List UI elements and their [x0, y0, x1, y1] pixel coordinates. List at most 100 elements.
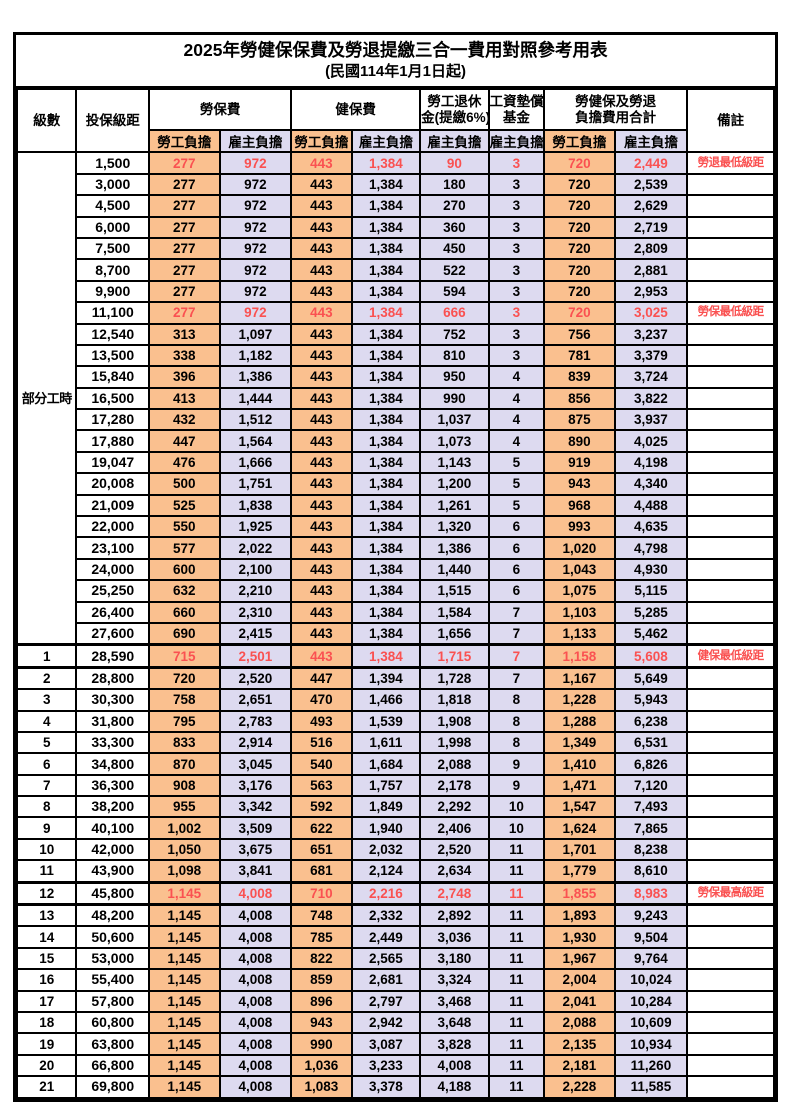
table-row: 2 28,800 720 2,520 447 1,394 1,728 7 1,167 5,649: [15, 665, 775, 691]
fee-value-cell: 1,584: [419, 600, 490, 624]
fee-value-cell: 972: [218, 236, 293, 261]
fee-value-cell: 681: [290, 859, 353, 884]
fee-value-cell: 2,914: [218, 730, 293, 755]
fee-value-cell: 8,983: [613, 880, 689, 906]
salary-bracket-cell: 33,300: [75, 730, 151, 755]
fee-value-cell: 1,097: [218, 322, 293, 346]
note-cell: [686, 1010, 775, 1035]
salary-bracket-cell: 17,880: [75, 429, 151, 453]
fee-value-cell: 1,384: [350, 536, 422, 560]
table-row: 27,600 690 2,415 443 1,384 1,656 7 1,133 5,462: [17, 621, 775, 646]
fee-value-cell: 443: [290, 408, 353, 432]
fee-value-cell: 270: [419, 194, 490, 218]
fee-value-cell: 2,032: [350, 837, 422, 862]
salary-bracket-cell: 43,900: [75, 859, 151, 884]
table-row: 12,540 313 1,097 443 1,384 752 3 756 3,237: [17, 322, 775, 346]
fee-value-cell: 748: [290, 903, 353, 928]
fee-value-cell: 3,342: [218, 795, 293, 819]
fee-value-cell: 8: [487, 730, 546, 755]
fee-value-cell: 1,384: [350, 514, 422, 539]
fee-value-cell: 943: [543, 472, 616, 496]
note-cell: [686, 709, 775, 733]
fee-value-cell: 3,724: [613, 365, 689, 389]
fee-value-cell: 11: [487, 859, 546, 884]
fee-value-cell: 443: [290, 514, 353, 539]
fee-value-cell: 1,838: [218, 493, 293, 518]
fee-value-cell: 3,822: [613, 386, 689, 411]
salary-bracket-cell: 31,800: [75, 709, 151, 733]
fee-value-cell: 443: [290, 600, 353, 624]
note-cell: [686, 665, 775, 691]
fee-value-cell: 10: [487, 795, 546, 819]
fee-value-cell: 11: [487, 946, 546, 971]
salary-bracket-cell: 8,700: [75, 258, 151, 282]
fee-value-cell: 592: [290, 795, 353, 819]
fee-value-cell: 2,634: [419, 859, 490, 884]
salary-bracket-cell: 4,500: [75, 194, 151, 218]
fee-value-cell: 7: [487, 600, 546, 624]
fee-value-cell: 1,779: [543, 859, 616, 884]
fee-value-cell: 6: [487, 557, 546, 582]
header-salary-bracket: 投保級距: [75, 88, 151, 154]
fee-value-cell: 3,237: [613, 322, 689, 346]
fee-value-cell: 1,020: [543, 536, 616, 560]
fee-value-cell: 1,158: [543, 643, 616, 669]
fee-value-cell: 11: [487, 1010, 546, 1035]
fee-value-cell: 3,509: [218, 816, 293, 840]
table-row: 13,500 338 1,182 443 1,384 810 3 781 3,379: [17, 343, 775, 368]
fee-value-cell: 4,008: [218, 880, 293, 906]
fee-value-cell: 277: [148, 279, 221, 304]
salary-bracket-cell: 25,250: [75, 579, 151, 603]
fee-value-cell: 277: [148, 236, 221, 261]
fee-value-cell: 2,892: [419, 903, 490, 928]
fee-value-cell: 443: [290, 151, 353, 175]
fee-value-cell: 10,934: [613, 1032, 689, 1056]
fee-value-cell: 443: [290, 279, 353, 304]
fee-value-cell: 1,547: [543, 795, 616, 819]
fee-value-cell: 11: [487, 837, 546, 862]
fee-value-cell: 540: [290, 752, 353, 776]
fee-value-cell: 9: [487, 752, 546, 776]
level-cell: 16: [15, 968, 78, 992]
fee-value-cell: 1,466: [350, 688, 422, 712]
fee-value-cell: 3: [487, 279, 546, 304]
table-row: 21,009 525 1,838 443 1,384 1,261 5 968 4,488: [17, 493, 775, 518]
table-row: 12 45,800 1,145 4,008 710 2,216 2,748 11 1,855 8,…: [15, 880, 775, 906]
header-total-line1: 勞健保及勞退: [575, 93, 657, 109]
fee-value-cell: 1,145: [148, 989, 221, 1014]
salary-bracket-cell: 15,840: [75, 365, 151, 389]
table-row: 21 69,800 1,145 4,008 1,083 3,378 4,188 11 2,228…: [15, 1075, 775, 1099]
salary-bracket-cell: 27,600: [75, 621, 151, 646]
fee-value-cell: 1,228: [543, 688, 616, 712]
fee-value-cell: 11: [487, 968, 546, 992]
level-cell: 20: [15, 1053, 78, 1078]
fee-value-cell: 785: [290, 925, 353, 949]
fee-value-cell: 7,493: [613, 795, 689, 819]
fee-value-cell: 2,748: [419, 880, 490, 906]
note-cell: [686, 365, 775, 389]
fee-value-cell: 10,609: [613, 1010, 689, 1035]
fee-value-cell: 443: [290, 215, 353, 239]
fee-value-cell: 2,520: [419, 837, 490, 862]
fee-value-cell: 5: [487, 493, 546, 518]
fee-value-cell: 4,635: [613, 514, 689, 539]
fee-value-cell: 443: [290, 194, 353, 218]
fee-value-cell: 1,384: [350, 365, 422, 389]
fee-value-cell: 1,384: [350, 236, 422, 261]
fee-value-cell: 2,629: [613, 194, 689, 218]
fee-value-cell: 972: [218, 194, 293, 218]
fee-value-cell: 522: [419, 258, 490, 282]
fee-value-cell: 1,386: [419, 536, 490, 560]
salary-bracket-cell: 42,000: [75, 837, 151, 862]
fee-value-cell: 3,378: [350, 1075, 422, 1099]
fee-value-cell: 1,288: [543, 709, 616, 733]
fee-value-cell: 3,180: [419, 946, 490, 971]
fee-value-cell: 833: [148, 730, 221, 755]
fee-value-cell: 4,930: [613, 557, 689, 582]
fee-value-cell: 1,384: [350, 172, 422, 197]
level-cell: 12: [15, 880, 78, 906]
fee-value-cell: 720: [543, 301, 616, 325]
note-cell: [686, 514, 775, 539]
fee-value-cell: 993: [543, 514, 616, 539]
